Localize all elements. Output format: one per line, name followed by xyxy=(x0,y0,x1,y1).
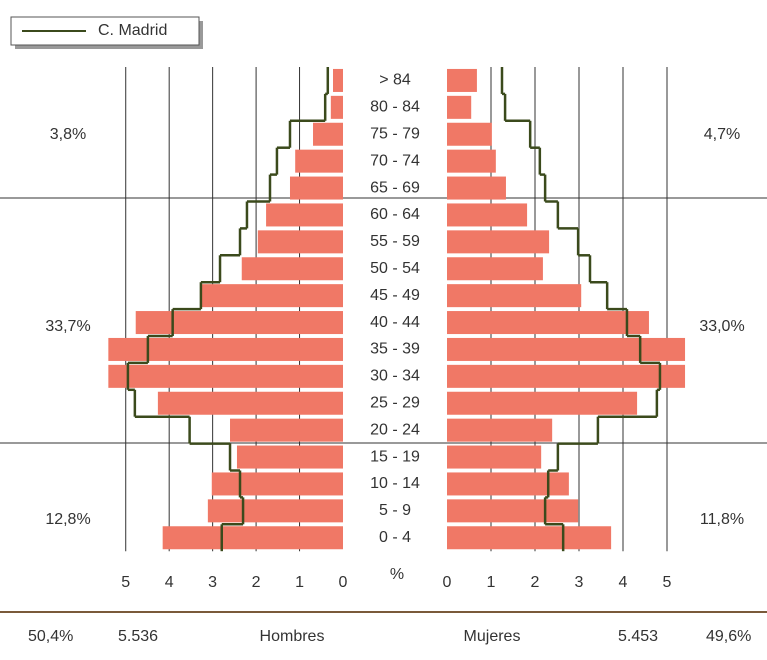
bar xyxy=(447,391,638,415)
bar xyxy=(447,337,686,361)
bar xyxy=(157,391,343,415)
bar xyxy=(295,149,343,173)
bar xyxy=(330,95,343,119)
x-tick-label: 1 xyxy=(487,574,496,591)
category-label: 50 - 54 xyxy=(370,260,420,277)
series-name: Mujeres xyxy=(464,628,521,645)
legend-label: C. Madrid xyxy=(98,22,167,39)
bar xyxy=(447,526,612,550)
category-label: 15 - 19 xyxy=(370,448,420,465)
bar xyxy=(200,284,343,308)
bar xyxy=(162,526,343,550)
category-label: 10 - 14 xyxy=(370,475,420,492)
category-label: 55 - 59 xyxy=(370,233,420,250)
x-tick-label: 0 xyxy=(443,574,452,591)
category-label: > 84 xyxy=(379,72,411,89)
bar xyxy=(447,445,542,469)
bar xyxy=(447,418,553,442)
group-share: 33,7% xyxy=(45,318,90,335)
x-tick-label: 0 xyxy=(339,574,348,591)
group-share: 4,7% xyxy=(704,126,740,143)
bar xyxy=(447,203,528,227)
category-label: 25 - 29 xyxy=(370,394,420,411)
bar xyxy=(447,364,686,388)
bar xyxy=(108,337,343,361)
category-label: 0 - 4 xyxy=(379,529,411,546)
category-label: 80 - 84 xyxy=(370,99,420,116)
x-tick-label: 2 xyxy=(252,574,261,591)
bar xyxy=(447,230,550,254)
group-share: 3,8% xyxy=(50,126,86,143)
series-name: Hombres xyxy=(260,628,325,645)
bar xyxy=(447,149,496,173)
bar xyxy=(135,311,343,335)
bar xyxy=(241,257,343,281)
x-tick-label: 5 xyxy=(663,574,672,591)
bar xyxy=(447,95,472,119)
share: 50,4% xyxy=(28,628,73,645)
bar xyxy=(447,122,492,146)
category-label: 20 - 24 xyxy=(370,421,420,438)
bar xyxy=(266,203,343,227)
bar xyxy=(447,176,506,200)
category-label: 35 - 39 xyxy=(370,341,420,358)
category-label: 40 - 44 xyxy=(370,314,420,331)
bar xyxy=(257,230,343,254)
x-tick-label: 4 xyxy=(165,574,174,591)
category-label: 75 - 79 xyxy=(370,125,420,142)
bar xyxy=(230,418,343,442)
x-tick-label: 3 xyxy=(208,574,217,591)
bar xyxy=(447,257,543,281)
category-label: 5 - 9 xyxy=(379,502,411,519)
bar xyxy=(313,122,343,146)
x-tick-label: 5 xyxy=(121,574,130,591)
share: 49,6% xyxy=(706,628,751,645)
bar xyxy=(447,68,477,92)
bar xyxy=(211,472,343,496)
x-tick-label: 2 xyxy=(531,574,540,591)
category-label: 65 - 69 xyxy=(370,179,420,196)
category-label: 45 - 49 xyxy=(370,287,420,304)
bar xyxy=(447,499,579,523)
category-label: 60 - 64 xyxy=(370,206,420,223)
bar xyxy=(207,499,343,523)
group-share: 12,8% xyxy=(45,511,90,528)
total: 5.453 xyxy=(618,628,658,645)
bar xyxy=(447,472,569,496)
category-label: 70 - 74 xyxy=(370,152,420,169)
axis-label: % xyxy=(390,566,404,583)
total: 5.536 xyxy=(118,628,158,645)
bar xyxy=(236,445,343,469)
bar xyxy=(447,284,582,308)
bar xyxy=(333,68,343,92)
x-tick-label: 3 xyxy=(575,574,584,591)
group-share: 33,0% xyxy=(699,318,744,335)
bar xyxy=(289,176,343,200)
x-tick-label: 1 xyxy=(295,574,304,591)
bar xyxy=(108,364,343,388)
category-label: 30 - 34 xyxy=(370,368,420,385)
x-tick-label: 4 xyxy=(619,574,628,591)
bar xyxy=(447,311,649,335)
group-share: 11,8% xyxy=(700,511,744,528)
